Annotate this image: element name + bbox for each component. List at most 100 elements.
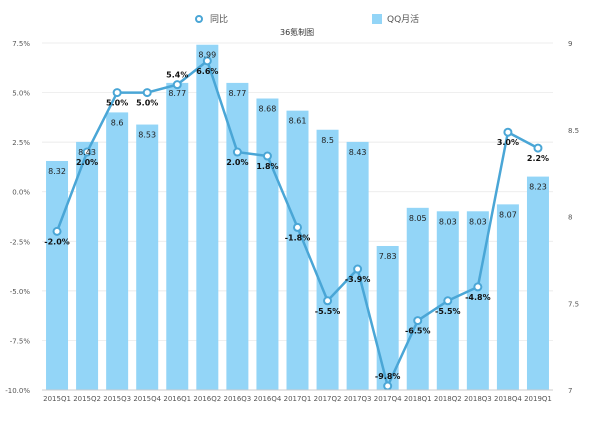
bar (106, 112, 129, 391)
x-axis-tick-label: 2018Q3 (464, 395, 492, 403)
chart-title: 36氪制图 (280, 27, 314, 37)
bar-value-label: 8.23 (529, 183, 547, 192)
x-axis-tick-label: 2016Q4 (254, 395, 282, 403)
bar-value-label: 8.05 (409, 214, 427, 223)
line-value-label: -5.5% (435, 307, 461, 316)
bar (316, 129, 339, 390)
right-axis-tick-label: 8 (568, 214, 572, 222)
line-value-label: 2.2% (527, 154, 549, 163)
x-axis-tick-label: 2015Q4 (133, 395, 161, 403)
x-axis-tick-label: 2015Q3 (103, 395, 131, 403)
bar-value-label: 8.99 (198, 51, 216, 60)
line-value-label: -5.5% (315, 307, 341, 316)
left-axis-tick-label: 0.0% (12, 189, 30, 197)
line-point (443, 296, 453, 306)
right-axis-tick-label: 7 (568, 387, 572, 395)
left-axis-tick-label: 2.5% (12, 139, 30, 147)
line-point (293, 222, 302, 232)
line-value-label: -6.5% (405, 327, 431, 336)
legend-line-marker-icon (195, 15, 203, 23)
line-value-label: -4.8% (465, 293, 491, 302)
bar (136, 124, 159, 391)
bar (376, 245, 399, 390)
line-value-label: -1.8% (285, 233, 311, 242)
x-axis-tick-label: 2018Q4 (494, 395, 522, 403)
bar (256, 98, 279, 391)
bar-value-label: 8.43 (78, 148, 96, 157)
bar-value-label: 8.53 (138, 131, 156, 140)
right-axis-tick-label: 8.5 (568, 127, 579, 135)
line-point (413, 316, 423, 326)
bar (286, 110, 309, 390)
line-point (172, 80, 182, 90)
right-axis-tick-label: 7.5 (568, 300, 579, 308)
line-value-label: 6.6% (196, 67, 218, 76)
line-value-label: 1.8% (256, 162, 278, 171)
left-axis-tick-label: -5.0% (10, 288, 31, 296)
bar-value-label: 8.07 (499, 210, 517, 219)
bar-value-label: 8.5 (321, 136, 334, 145)
bar-value-label: 8.03 (469, 217, 487, 226)
legend-bar-label[interactable]: QQ月活 (387, 13, 419, 25)
line-value-label: 5.0% (136, 99, 158, 108)
line-point (503, 127, 513, 137)
line-value-label: 5.4% (166, 71, 188, 80)
bar-value-label: 8.6 (111, 118, 124, 127)
x-axis-tick-label: 2018Q2 (434, 395, 462, 403)
right-axis-tick-label: 9 (568, 40, 572, 48)
x-axis-tick-label: 2015Q2 (73, 395, 101, 403)
x-axis-tick-label: 2016Q1 (163, 395, 191, 403)
line-value-label: 5.0% (106, 99, 128, 108)
bar-value-label: 8.32 (48, 167, 66, 176)
line-point (323, 296, 333, 306)
x-axis-tick-label: 2017Q3 (344, 395, 372, 403)
line-value-label: 2.0% (226, 158, 248, 167)
x-axis-tick-label: 2017Q4 (374, 395, 402, 403)
x-axis-tick-label: 2016Q3 (223, 395, 251, 403)
left-axis-tick-label: -10.0% (5, 387, 30, 395)
bar (496, 204, 519, 390)
bar-value-label: 8.77 (168, 89, 186, 98)
x-axis-tick-label: 2017Q1 (284, 395, 312, 403)
bar (76, 141, 99, 390)
line-value-label: -9.8% (375, 372, 401, 381)
x-axis-tick-label: 2016Q2 (193, 395, 221, 403)
line-value-label: -3.9% (345, 275, 371, 284)
legend-line-label[interactable]: 同比 (210, 13, 228, 25)
left-axis-tick-label: 5.0% (12, 90, 30, 98)
bar (526, 176, 549, 390)
line-value-label: 3.0% (497, 138, 519, 147)
bar-value-label: 8.43 (349, 148, 367, 157)
bar (406, 207, 429, 390)
x-axis-tick-label: 2017Q2 (314, 395, 342, 403)
legend-bar-swatch-icon (372, 14, 382, 24)
bar-value-label: 8.61 (289, 117, 307, 126)
left-axis-tick-label: -2.5% (10, 238, 31, 246)
bar-value-label: 8.77 (228, 89, 246, 98)
line-point (353, 264, 363, 274)
line-point (142, 88, 152, 98)
line-point (82, 147, 92, 157)
line-point (52, 226, 62, 236)
bar-value-label: 8.03 (439, 217, 457, 226)
line-point (533, 143, 543, 153)
bar (46, 160, 69, 390)
bar (196, 44, 219, 391)
x-axis-tick-label: 2019Q1 (524, 395, 552, 403)
left-axis-tick-label: -7.5% (10, 337, 31, 345)
bar-value-label: 7.83 (379, 252, 397, 261)
bar (226, 82, 249, 390)
x-axis-tick-label: 2018Q1 (404, 395, 432, 403)
line-point (262, 151, 272, 161)
bar-value-label: 8.68 (259, 105, 277, 114)
line-point (232, 147, 242, 157)
line-point (112, 88, 122, 98)
bar (166, 82, 189, 390)
left-axis-tick-label: 7.5% (12, 40, 30, 48)
x-axis-tick-label: 2015Q1 (43, 395, 71, 403)
line-point (383, 381, 393, 391)
line-point (202, 56, 212, 66)
line-value-label: -2.0% (44, 237, 70, 246)
line-point (473, 282, 483, 292)
